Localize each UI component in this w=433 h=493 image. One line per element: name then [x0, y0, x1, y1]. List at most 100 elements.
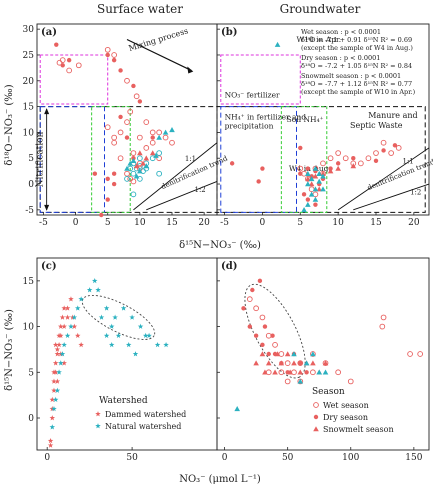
nitrification-arrow-head-top — [44, 108, 50, 115]
point-b-s1 — [392, 143, 398, 148]
point-d-s2 — [284, 351, 291, 357]
mixing-label: Mixing process — [128, 26, 190, 53]
point-b-s0 — [373, 150, 379, 156]
point-d-s0 — [335, 369, 341, 376]
point-c-s1 — [142, 332, 149, 339]
point-a-s0 — [169, 139, 175, 146]
title-groundwater: Groundwater — [280, 2, 361, 16]
fertilizer-zone-a — [39, 54, 109, 105]
point-c-s1 — [71, 314, 78, 320]
point-a-s2 — [156, 150, 162, 156]
x-tick-label-b: 5 — [297, 218, 303, 228]
x-tick-label-b: -5 — [220, 218, 229, 228]
x-tick-label-a: 20 — [198, 218, 210, 228]
point-c-s0 — [56, 341, 62, 348]
legend-marker-d-2 — [313, 426, 319, 432]
x-tick-label-a: 15 — [166, 218, 178, 228]
point-a-s0 — [104, 124, 111, 131]
point-a-s1 — [118, 114, 123, 120]
point-d-s1 — [247, 324, 253, 329]
point-d-s3 — [303, 360, 310, 366]
point-a-s4 — [153, 152, 159, 158]
point-c-s0 — [47, 437, 54, 444]
point-b-s1 — [381, 148, 386, 153]
x-tick-label-c: 50 — [126, 453, 138, 463]
legend-marker-d-0 — [313, 402, 319, 408]
point-a-s1 — [92, 171, 98, 176]
equation-line-5: δ¹⁸O = -7.2 + 1.05 δ¹⁵N R² = 0.84 — [301, 62, 412, 70]
ratio-line-1-2-b — [353, 183, 430, 211]
point-a-s1 — [118, 68, 123, 73]
point-a-s4 — [137, 168, 143, 174]
point-d-s2 — [274, 351, 281, 357]
y-tick-label-a: 0 — [28, 180, 34, 190]
point-b-s3 — [301, 207, 307, 213]
point-b-s3 — [312, 186, 319, 192]
point-c-s0 — [71, 323, 78, 329]
y-tick-label-c: 0 — [28, 414, 34, 424]
point-c-s1 — [154, 341, 161, 348]
point-a-s3 — [133, 163, 140, 169]
x-tick-label-d: 150 — [405, 453, 422, 463]
point-b-s0 — [342, 155, 349, 162]
ellipse-natural-c — [81, 294, 156, 340]
point-b-s1 — [229, 161, 235, 166]
point-a-s3 — [149, 150, 156, 156]
point-a-s0 — [127, 108, 134, 115]
nh4-label: NH₄⁺ in fertilizer and precipitation — [225, 113, 307, 131]
point-b-s1 — [335, 161, 341, 166]
point-a-s0 — [149, 139, 156, 146]
point-d-s3 — [310, 351, 316, 357]
point-a-s2 — [137, 155, 143, 162]
point-a-s0 — [143, 145, 150, 151]
x-tick-label-a: -5 — [39, 218, 48, 228]
point-c-s0 — [51, 387, 57, 393]
point-b-s3 — [308, 191, 315, 197]
fertilizer-label: NO₃⁻ fertilizer — [225, 90, 280, 99]
point-c-s0 — [61, 305, 67, 311]
x-tick-label-b: 0 — [260, 218, 266, 228]
ratio-line-1-2-a — [146, 181, 218, 211]
y-tick-label-a: 30 — [23, 25, 35, 35]
point-c-s0 — [58, 332, 64, 339]
legend-entry-c-0: Dammed watershed — [105, 410, 186, 419]
point-a-s0 — [75, 62, 82, 69]
point-b-s3 — [308, 176, 315, 182]
x-tick-label-d: 100 — [342, 453, 359, 463]
point-c-s1 — [95, 287, 101, 293]
point-a-s0 — [66, 67, 72, 74]
w10-label: W10 in Apr. — [297, 35, 342, 44]
point-b-s3 — [312, 165, 319, 171]
point-b-s0 — [297, 165, 304, 172]
point-a-s1 — [111, 171, 117, 176]
point-b-s2 — [320, 170, 326, 176]
point-a-s4 — [169, 127, 175, 133]
point-a-s0 — [133, 93, 140, 100]
point-c-s0 — [64, 305, 71, 311]
point-c-s1 — [75, 305, 81, 311]
point-a-s1 — [111, 57, 117, 63]
point-a-s0 — [143, 119, 150, 125]
y-tick-label-c: 10 — [23, 323, 35, 333]
point-d-s2 — [253, 360, 259, 366]
point-d-s1 — [304, 370, 309, 375]
point-b-s1 — [298, 145, 303, 151]
point-c-s1 — [49, 424, 56, 430]
panel-label-c: (c) — [41, 261, 57, 272]
point-c-s0 — [54, 346, 61, 352]
point-b-s1 — [298, 171, 303, 176]
point-c-s0 — [54, 351, 61, 357]
ratio-label-1-1-b: 1:1 — [403, 157, 414, 165]
ratio-label-1-2-b: 1:2 — [410, 188, 421, 196]
point-d-s0 — [347, 378, 354, 385]
point-b-s1 — [373, 158, 379, 163]
equation-line-1: Wet season : p < 0.0001 — [301, 28, 381, 36]
point-c-s1 — [112, 314, 118, 320]
point-c-s1 — [61, 341, 67, 348]
y-tick-label-a: 15 — [23, 103, 35, 113]
point-c-s1 — [52, 396, 59, 403]
point-d-s2 — [297, 369, 304, 375]
panel-label-b: (b) — [221, 27, 237, 38]
x-tick-label-d: 50 — [282, 453, 294, 463]
point-a-s2 — [124, 176, 130, 182]
